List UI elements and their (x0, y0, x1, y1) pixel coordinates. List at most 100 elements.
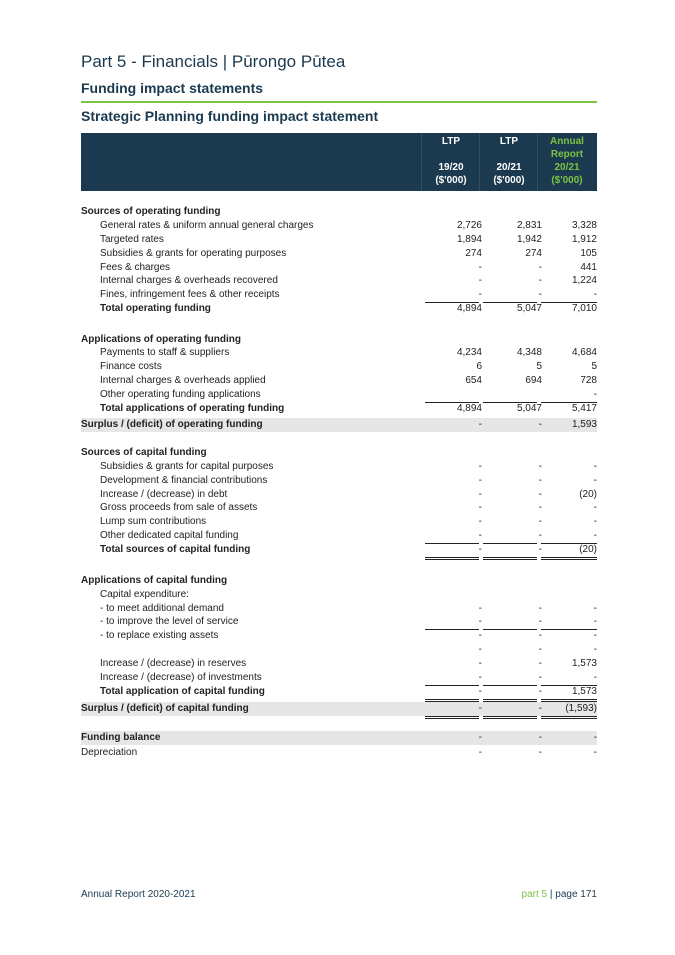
row-value: - (538, 530, 542, 541)
row-value: - (538, 686, 542, 697)
total-rule (483, 557, 537, 558)
row-label: Lump sum contributions (100, 516, 207, 527)
total-rule (483, 699, 537, 700)
table-row: Surplus / (deficit) of capital funding - -… (81, 702, 597, 716)
row-label: Funding balance (81, 732, 161, 743)
row-value: - (538, 658, 542, 669)
total-rule (541, 629, 597, 630)
row-label: Subsidies & grants for capital purposes (100, 461, 274, 472)
row-label: Other dedicated capital funding (100, 530, 239, 541)
row-value: - (538, 603, 542, 614)
table-row: Fees & charges - - 441 (81, 261, 597, 275)
row-label: Subsidies & grants for operating purpose… (100, 248, 287, 259)
row-value: - (538, 732, 542, 743)
table-row: Increase / (decrease) in reserves - - 1,573 (81, 657, 597, 671)
row-label: Payments to staff & suppliers (100, 347, 230, 358)
total-rule (425, 543, 479, 544)
row-value: - (538, 275, 542, 286)
row-label: Capital expenditure: (100, 589, 189, 600)
total-rule (483, 543, 537, 544)
row-value: 1,942 (516, 234, 542, 245)
row-value: 654 (465, 375, 482, 386)
row-value: - (538, 489, 542, 500)
row-value: - (538, 516, 542, 527)
row-value: - (538, 544, 542, 555)
row-value: 4,234 (456, 347, 482, 358)
table-header (81, 133, 597, 191)
row-label: Finance costs (100, 361, 162, 372)
column-header-ltp-2021: LTP 20/21 ($'000) (481, 135, 537, 187)
row-value: 4,684 (571, 347, 597, 358)
row-value: - (478, 603, 482, 614)
total-rule (425, 559, 479, 560)
row-value: - (478, 630, 482, 641)
row-label: Depreciation (81, 747, 138, 758)
table-row: Internal charges & overheads applied 654 6… (81, 374, 597, 388)
row-label: Applications of capital funding (81, 575, 228, 586)
table-row: Fines, infringement fees & other receipt… (81, 288, 597, 302)
footer-page: page 171 (555, 889, 597, 900)
row-value: - (538, 502, 542, 513)
table-row: Other dedicated capital funding - - - (81, 529, 597, 543)
total-rule (483, 629, 537, 630)
row-value: 105 (580, 248, 597, 259)
table-row: Subsidies & grants for capital purposes -… (81, 460, 597, 474)
table-row: Applications of capital funding (81, 574, 597, 588)
table-row: Applications of operating funding (81, 333, 597, 347)
row-value: - (478, 289, 482, 300)
row-value: - (593, 603, 597, 614)
total-rule (483, 701, 537, 702)
row-label: - to replace existing assets (100, 630, 219, 641)
row-value: - (538, 630, 542, 641)
row-value: - (593, 672, 597, 683)
row-value: 2,726 (456, 220, 482, 231)
column-header-unit: ($'000) (435, 175, 467, 186)
row-label: General rates & uniform annual general c… (100, 220, 314, 231)
row-value: - (478, 658, 482, 669)
total-rule (541, 402, 597, 403)
row-value: 694 (525, 375, 542, 386)
row-value: 5,417 (571, 403, 597, 414)
row-value: - (538, 672, 542, 683)
row-label: Increase / (decrease) in debt (100, 489, 228, 500)
column-header-ltp-1920: LTP 19/20 ($'000) (423, 135, 479, 187)
row-value: - (593, 475, 597, 486)
row-label: Total applications of operating funding (100, 403, 285, 414)
row-label: Increase / (decrease) of investments (100, 672, 262, 683)
total-rule (425, 302, 479, 303)
total-rule (541, 557, 597, 558)
column-header-line (423, 148, 479, 161)
column-divider (479, 133, 480, 191)
total-rule (541, 699, 597, 700)
table-row: Depreciation - - - (81, 746, 597, 760)
footer-separator: | (549, 889, 553, 900)
total-rule (541, 718, 597, 719)
row-value: 5,047 (516, 303, 542, 314)
row-value: - (478, 732, 482, 743)
row-value: - (478, 747, 482, 758)
table-row: Development & financial contributions - - - (81, 474, 597, 488)
row-value: - (478, 475, 482, 486)
row-value: - (593, 516, 597, 527)
row-value: - (478, 275, 482, 286)
row-value: 4,894 (456, 303, 482, 314)
row-value: 1,224 (571, 275, 597, 286)
table-row: - to meet additional demand - - - (81, 602, 597, 616)
part-title: Part 5 - Financials | Pūrongo Pūtea (81, 52, 346, 71)
row-value: 5 (591, 361, 597, 372)
row-label: Total sources of capital funding (100, 544, 251, 555)
row-value: - (593, 461, 597, 472)
total-rule (483, 716, 537, 717)
column-header-line (481, 148, 537, 161)
row-label: Internal charges & overheads applied (100, 375, 266, 386)
row-value: 5 (536, 361, 542, 372)
row-value: - (478, 703, 482, 714)
row-label: Surplus / (deficit) of capital funding (81, 703, 249, 714)
table-row: Total operating funding 4,894 5,047 7,010 (81, 302, 597, 316)
total-rule (483, 302, 537, 303)
table-row: Targeted rates 1,894 1,942 1,912 (81, 233, 597, 247)
row-label: Increase / (decrease) in reserves (100, 658, 247, 669)
total-rule (425, 718, 479, 719)
row-value: - (478, 530, 482, 541)
column-header-line: Annual (550, 136, 584, 147)
